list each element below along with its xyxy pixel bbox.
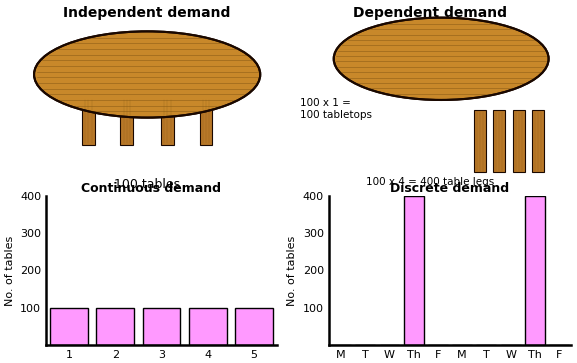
Bar — [96, 308, 134, 345]
Text: 100 tables: 100 tables — [114, 178, 180, 191]
Bar — [121, 98, 133, 145]
Text: Independent demand: Independent demand — [63, 6, 231, 20]
Bar — [50, 308, 88, 345]
Bar — [235, 308, 273, 345]
Y-axis label: No. of tables: No. of tables — [287, 235, 297, 306]
Bar — [404, 196, 424, 345]
Bar — [513, 110, 524, 172]
Bar — [143, 308, 181, 345]
Text: Continuous demand: Continuous demand — [81, 182, 221, 195]
Bar — [474, 110, 486, 172]
Text: 100 x 4 = 400 table legs: 100 x 4 = 400 table legs — [366, 177, 494, 187]
Bar — [189, 308, 227, 345]
Text: 100 x 1 =
100 tabletops: 100 x 1 = 100 tabletops — [300, 98, 372, 120]
Title: Discrete demand: Discrete demand — [391, 182, 509, 195]
Bar — [200, 98, 212, 145]
Text: Dependent demand: Dependent demand — [353, 6, 507, 20]
Ellipse shape — [334, 18, 549, 100]
Ellipse shape — [34, 31, 260, 118]
Bar — [532, 110, 544, 172]
Bar — [161, 98, 174, 145]
Bar — [82, 98, 95, 145]
Bar — [525, 196, 545, 345]
Y-axis label: No. of tables: No. of tables — [5, 235, 14, 306]
Bar — [493, 110, 505, 172]
